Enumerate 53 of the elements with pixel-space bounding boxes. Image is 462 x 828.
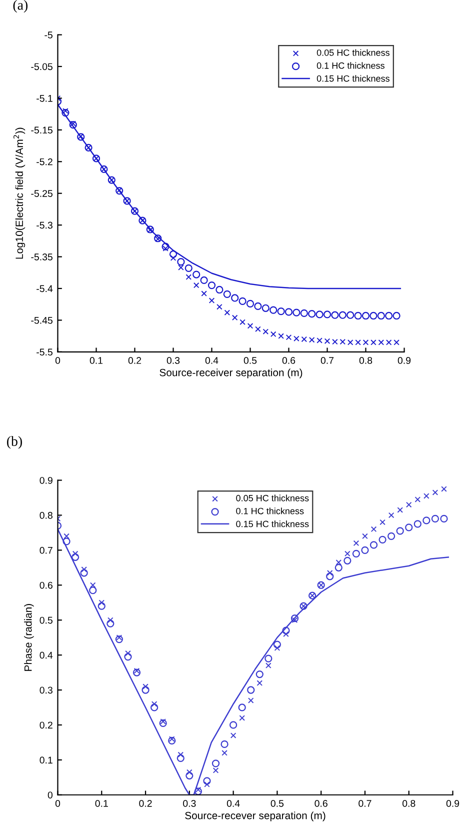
y-tick-label: -5.1 [36,95,52,102]
y-tick-label: 0.8 [40,512,52,519]
y-tick-label: 0.9 [40,476,52,484]
x-tick-label: 0.7 [358,800,372,807]
text: (a) [13,0,28,13]
y-tick-label: 0.1 [40,756,52,764]
x-axis-title: Source-recever separation (m) [185,812,326,822]
legend-label: 0.05 HC thickness [236,494,309,502]
x-axis-title: Source-receiver separation (m) [160,368,302,378]
y-tick-label: 0.4 [40,652,53,659]
x-tick-label: 0.5 [270,800,284,807]
x-tick-label: 0.9 [446,800,460,807]
x-tick-label: 0.1 [95,800,108,807]
y-tick-label: -5.3 [36,222,52,229]
x-tick-label: 0.2 [128,357,142,364]
legend-label: 0.05 HC thickness [316,49,390,56]
x-tick-label: 0 [55,800,60,807]
x-tick-label: 0.3 [183,800,196,807]
text: (b) [7,436,22,449]
legend-label: 0.1 HC thickness [236,508,304,514]
x-tick-label: 0.4 [226,800,240,807]
legend-label: 0.15 HC thickness [316,75,390,82]
y-tick-label: -5.4 [36,285,53,292]
x-tick-label: 0.4 [205,357,218,364]
x-tick-label: 0.2 [139,800,152,807]
x-tick-label: 0.5 [244,357,257,364]
x-tick-label: 0.6 [314,800,328,807]
x-tick-label: 0.6 [282,357,296,364]
y-tick-label: 0.7 [40,546,52,554]
y-tick-label: -5.45 [31,317,52,324]
y-tick-label: 0.2 [40,722,52,729]
y-tick-label: -5.2 [36,158,52,166]
y-tick-label: -5.05 [31,63,52,70]
x-tick-label: 0 [55,357,60,364]
x-tick-label: 0.1 [90,357,103,364]
legend-label: 0.1 HC thickness [316,62,384,69]
y-axis-title: Log10(Electric field (V/Am$^{2}$)) [14,128,26,259]
x-tick-label: 0.9 [398,357,411,364]
y-tick-label: -5.15 [31,126,52,134]
legend-label: 0.15 HC thickness [236,520,309,528]
x-tick-label: 0.8 [402,800,416,807]
y-tick-label: 0.5 [40,616,52,624]
y-tick-label: 0.3 [40,686,52,694]
y-tick-label: -5.25 [31,190,52,197]
x-tick-label: 0.3 [166,357,180,364]
y-tick-label: -5.35 [31,253,52,260]
y-tick-label: 0 [48,792,53,798]
y-axis-title: Phase (radian) [24,604,34,671]
y-tick-label: 0.6 [40,582,52,589]
x-tick-label: 0.7 [320,357,334,364]
x-tick-label: 0.8 [359,357,372,364]
y-tick-label: -5 [44,32,52,38]
y-tick-label: -5.5 [36,348,52,356]
